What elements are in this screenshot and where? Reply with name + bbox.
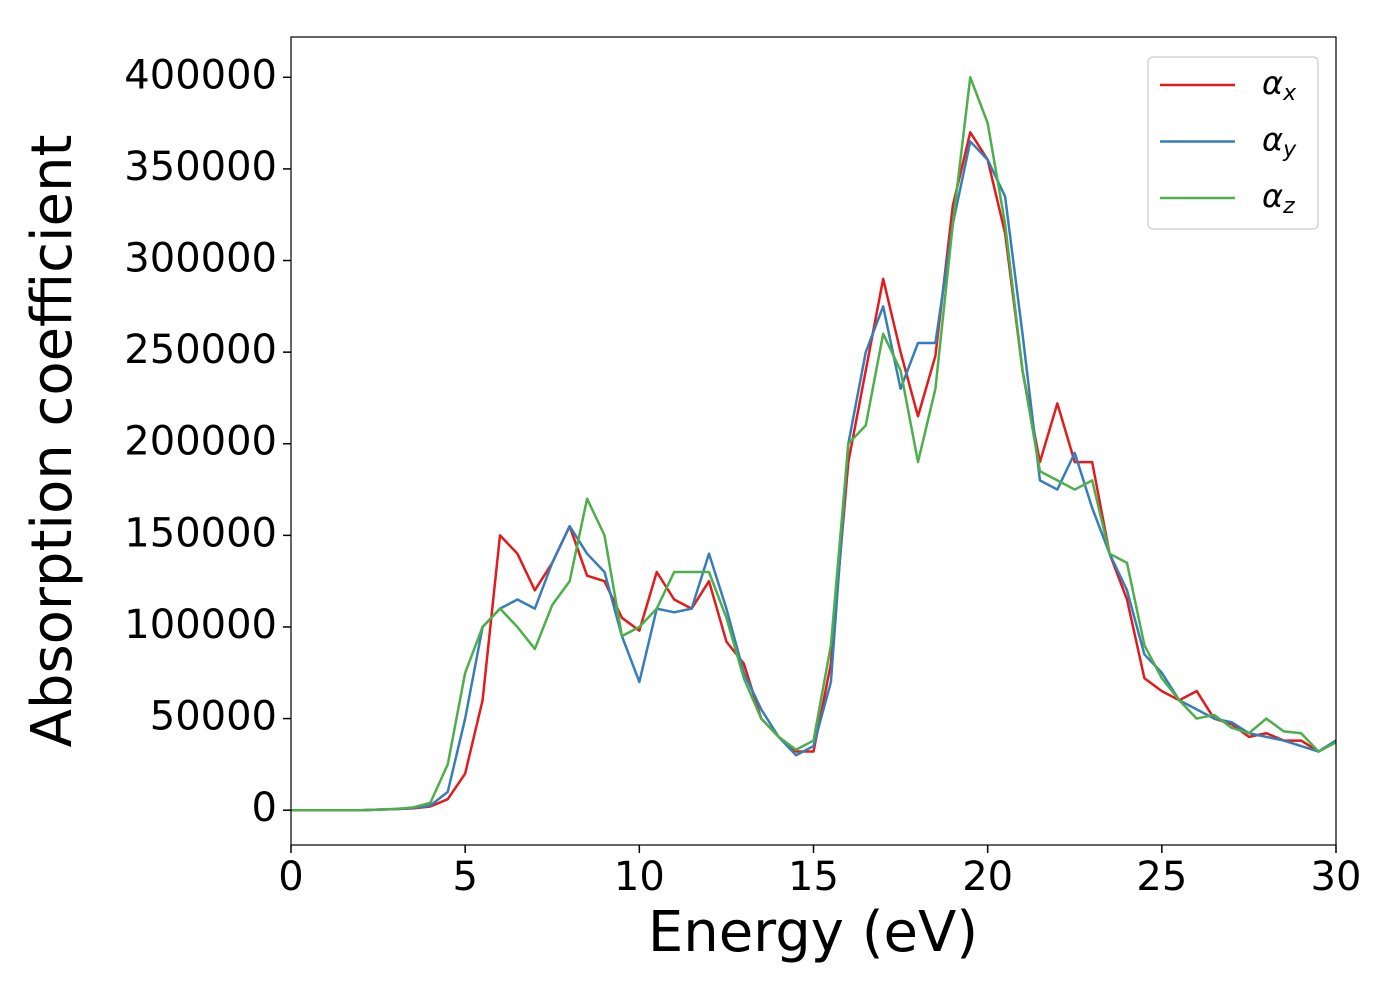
legend-box (1147, 56, 1319, 230)
x-tick-label: 20 (962, 854, 1013, 900)
y-tick-label: 250000 (124, 327, 277, 373)
y-axis-label: Absorption coefficient (20, 135, 85, 748)
x-tick-label: 25 (1136, 854, 1187, 900)
x-tick-label: 30 (1311, 854, 1362, 900)
legend-label: αx (1262, 64, 1297, 106)
x-tick-label: 10 (614, 854, 665, 900)
legend: αx αy αz (1147, 56, 1319, 230)
legend-label: αz (1262, 177, 1295, 219)
series-line (291, 140, 1336, 812)
y-tick-label: 150000 (124, 510, 277, 556)
x-tick-label: 5 (452, 854, 477, 900)
legend-label: αy (1262, 121, 1297, 163)
y-tick-label: 100000 (124, 602, 277, 648)
y-tick-label: 200000 (124, 419, 277, 465)
x-axis-label: Energy (eV) (648, 900, 978, 965)
series-line (291, 131, 1336, 812)
y-tick-label: 300000 (124, 236, 277, 282)
y-tick-label: 0 (252, 785, 277, 831)
y-tick-label: 50000 (150, 694, 277, 740)
series-line (291, 76, 1336, 812)
x-tick-label: 0 (278, 854, 303, 900)
x-tick-label: 15 (788, 854, 839, 900)
y-tick-label: 400000 (124, 52, 277, 98)
y-tick-label: 350000 (124, 144, 277, 190)
plot-frame (290, 36, 1337, 846)
